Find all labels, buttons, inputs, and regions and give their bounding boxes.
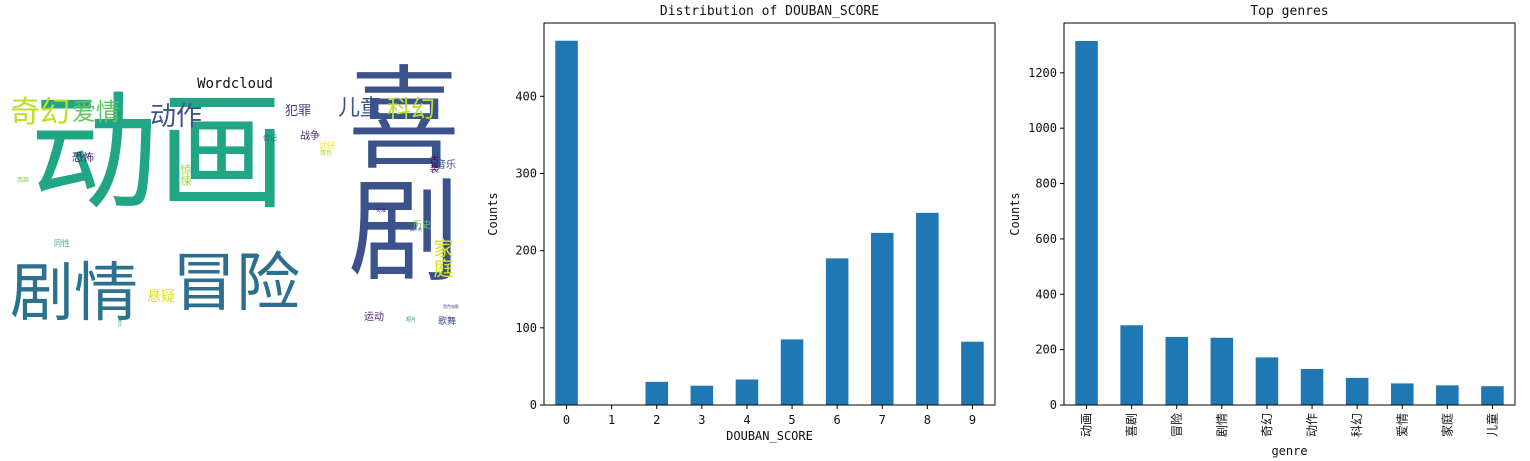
bar [961, 341, 984, 405]
x-axis-label: genre [1271, 444, 1307, 458]
bar [735, 379, 759, 405]
x-tick-label: 7 [879, 413, 886, 427]
wordcloud-word: 西部 [17, 177, 30, 184]
x-tick-label: 2 [653, 413, 660, 427]
wordcloud-word: 家庭 [430, 238, 454, 278]
y-tick-label: 800 [1035, 177, 1057, 191]
x-tick-label: 1 [608, 413, 615, 427]
wordcloud-word: 音乐 [436, 160, 456, 171]
y-tick-label: 600 [1035, 232, 1057, 246]
y-tick-label: 100 [515, 321, 537, 335]
bar [916, 212, 939, 405]
wordcloud-word: 奇幻 [10, 95, 70, 130]
x-tick-label: 4 [743, 413, 750, 427]
x-tick-label: 喜剧 [1125, 413, 1139, 437]
wordcloud-word: 惊悚 [179, 164, 192, 186]
bar [1300, 369, 1324, 405]
x-tick-label: 剧情 [1215, 413, 1229, 437]
x-tick-label: 家庭 [1439, 413, 1454, 437]
bar [870, 232, 894, 405]
bar [1255, 357, 1279, 405]
bar [1165, 336, 1189, 405]
bar [825, 258, 849, 405]
x-tick-label: 9 [969, 413, 976, 427]
wordcloud-word: 儿童 [338, 96, 383, 121]
wordcloud-word: 爱情 [72, 98, 120, 126]
bar [1345, 377, 1369, 405]
wordcloud-word: 恐怖 [72, 151, 94, 164]
axes-frame [543, 22, 996, 406]
wordcloud-word: 歌舞 [438, 317, 457, 327]
y-tick-label: 300 [515, 166, 537, 180]
x-tick-label: 奇幻 [1260, 413, 1274, 437]
x-tick-label: 0 [563, 413, 570, 427]
bar [1210, 337, 1234, 405]
wordcloud-word: 历史 [413, 221, 432, 231]
x-tick-label: 8 [924, 413, 931, 427]
x-axis-label: DOUBAN_SCORE [726, 429, 813, 443]
bar [1390, 383, 1414, 405]
y-axis-label: Counts [486, 192, 500, 235]
wordcloud-word: 真人秀 [410, 227, 422, 232]
bar [780, 339, 804, 405]
wordcloud-word: 传记 [263, 134, 277, 142]
wordcloud-word: 黑色电影 [443, 304, 459, 309]
x-tick-label: 动画 [1080, 413, 1094, 437]
x-tick-label: 动作 [1305, 413, 1319, 437]
wordcloud-word: 短片 [406, 317, 417, 323]
bar [555, 40, 578, 405]
bar [1436, 385, 1459, 405]
wordcloud-panel: Wordcloud 动画 喜剧剧情 冒险 奇幻 爱情 动作 儿童 科幻家庭悬疑 犯罪恐怖 战争惊悚 音… [0, 60, 460, 370]
x-tick-label: 冒险 [1169, 413, 1184, 437]
wordcloud-word: 运动 [364, 312, 384, 323]
x-tick-label: 6 [834, 413, 841, 427]
y-tick-label: 400 [1035, 287, 1057, 301]
wordcloud-word: 武侠 [319, 141, 335, 150]
y-axis-label: Counts [1008, 192, 1022, 235]
wordcloud-word: 犯罪 [285, 104, 312, 119]
x-tick-label: 5 [788, 413, 795, 427]
y-tick-label: 1000 [1028, 121, 1057, 135]
wordcloud-word: 纪录片 [118, 315, 123, 327]
x-tick-label: 儿童 [1484, 413, 1499, 437]
y-tick-label: 200 [515, 244, 537, 258]
bar [690, 385, 714, 405]
wordcloud-word: 科幻 [387, 95, 435, 123]
x-tick-label: 爱情 [1395, 413, 1409, 437]
wordcloud-word: 动画 [30, 79, 287, 228]
bar [1120, 325, 1143, 405]
wordcloud-word: 冒险 [172, 247, 300, 321]
chart-title: Distribution of DOUBAN_SCORE [660, 4, 879, 19]
axes-frame [1063, 22, 1516, 406]
y-tick-label: 400 [515, 89, 537, 103]
wordcloud-word: 古装 [428, 155, 438, 173]
bar [1075, 40, 1098, 406]
wordcloud-word: 同性 [54, 239, 70, 248]
wordcloud-word: 战争 [300, 131, 320, 142]
y-tick-label: 200 [1035, 343, 1057, 357]
wordcloud-word: 动作 [150, 102, 203, 132]
y-tick-label: 0 [1050, 398, 1057, 412]
wordcloud-word: 情色 [320, 150, 333, 157]
wordcloud-title: Wordcloud [197, 76, 273, 92]
y-tick-label: 0 [530, 398, 537, 412]
chart-title: Top genres [1250, 4, 1328, 19]
wordcloud-word: 喜剧 [329, 60, 459, 284]
y-tick-label: 1200 [1028, 66, 1057, 80]
bar [1481, 386, 1504, 405]
x-tick-label: 3 [698, 413, 705, 427]
wordcloud-word: 灾难 [376, 208, 387, 214]
x-tick-label: 科幻 [1350, 413, 1364, 437]
wordcloud-word: 悬疑 [147, 289, 175, 305]
bar [645, 381, 669, 405]
wordcloud-word: 剧情 [10, 257, 138, 331]
